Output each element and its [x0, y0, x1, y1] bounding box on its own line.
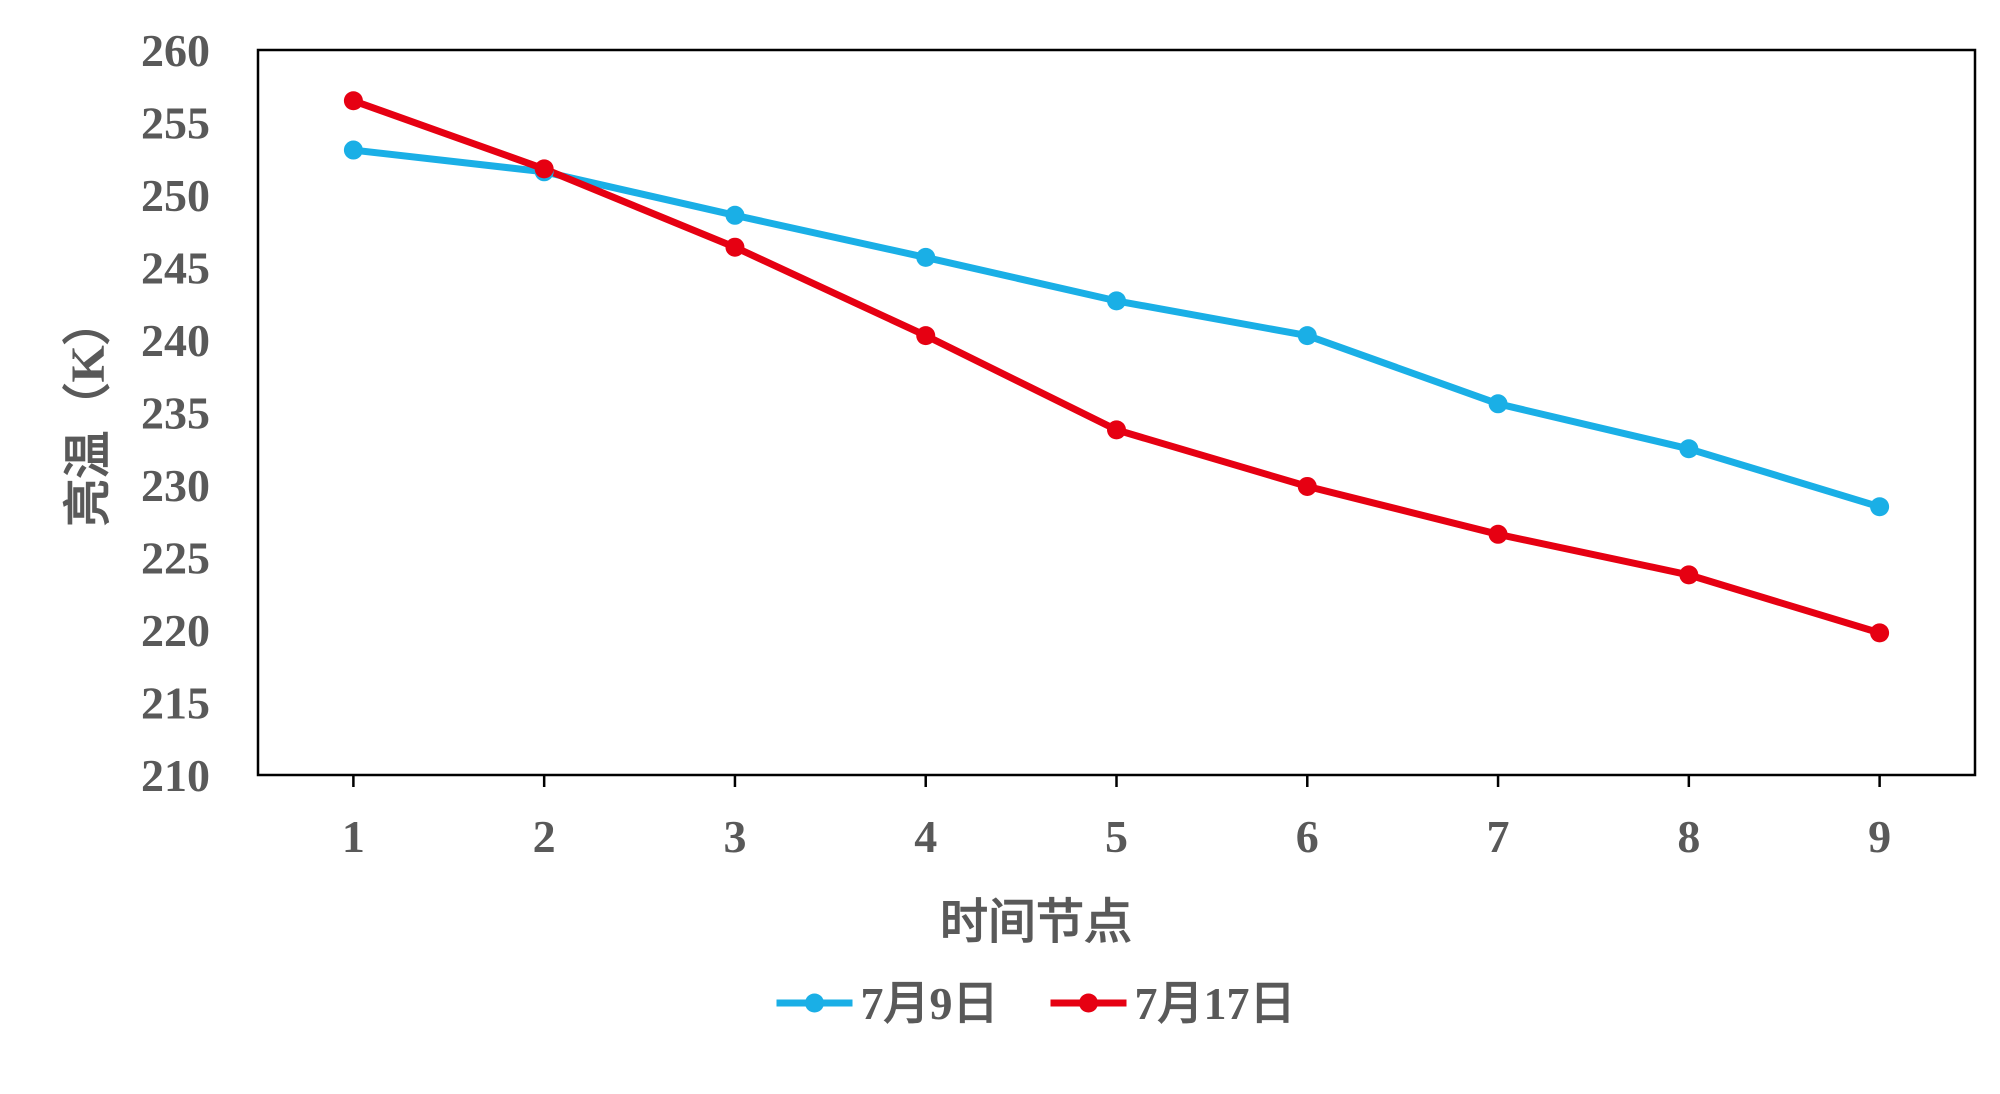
- series-1-point: [1679, 439, 1699, 459]
- legend-label: 7月17日: [1135, 978, 1296, 1029]
- x-tick-label: 4: [914, 811, 937, 862]
- series-2-point: [534, 159, 554, 179]
- series-2-point: [1870, 623, 1890, 643]
- legend-entry-2: 7月17日: [1050, 978, 1296, 1029]
- y-tick-label: 215: [141, 678, 210, 729]
- y-tick-label: 260: [141, 25, 210, 76]
- y-axis-title: 亮温（K）: [62, 297, 115, 526]
- series-1-point: [1297, 326, 1317, 346]
- x-tick-label: 5: [1105, 811, 1128, 862]
- x-axis-tick-labels: 1 2 3 4 5 6 7 8 9: [342, 811, 1891, 862]
- x-tick-label: 2: [533, 811, 556, 862]
- series-2-point: [1297, 476, 1317, 496]
- y-tick-label: 235: [141, 388, 210, 439]
- y-tick-label: 220: [141, 605, 210, 656]
- series-1-point: [1107, 291, 1126, 311]
- series-2-point: [1107, 420, 1126, 440]
- series-points: [343, 91, 1890, 643]
- series-1-point: [916, 247, 936, 267]
- y-tick-label: 250: [141, 170, 210, 221]
- y-tick-label: 245: [141, 243, 210, 294]
- y-tick-label: 230: [141, 460, 210, 511]
- series-2-point: [916, 326, 936, 346]
- x-tick-label: 3: [723, 811, 746, 862]
- x-tick-label: 6: [1296, 811, 1319, 862]
- x-tick-label: 8: [1677, 811, 1700, 862]
- series-1-point: [1870, 497, 1890, 517]
- y-tick-label: 240: [141, 315, 210, 366]
- y-axis-tick-labels: 210 215 220 225 230 235 240 245 250 255 260: [141, 25, 210, 801]
- y-tick-label: 255: [141, 98, 210, 149]
- series-2-point: [1488, 524, 1508, 544]
- legend-label: 7月9日: [861, 978, 999, 1029]
- series-1-point: [1488, 394, 1508, 414]
- legend-marker: [1079, 993, 1098, 1013]
- legend-entry-1: 7月9日: [776, 978, 999, 1029]
- x-axis-title: 时间节点: [940, 896, 1132, 949]
- series-1-point: [343, 140, 363, 160]
- x-axis-ticks: [352, 775, 1881, 787]
- series-1-point: [725, 205, 745, 225]
- x-tick-label: 7: [1487, 811, 1510, 862]
- series-2-point: [343, 91, 363, 111]
- x-tick-label: 1: [342, 811, 365, 862]
- x-tick-label: 9: [1868, 811, 1891, 862]
- legend: 7月9日 7月17日: [776, 978, 1296, 1029]
- series-2-point: [725, 237, 745, 257]
- series-2-point: [1679, 565, 1699, 585]
- y-tick-label: 225: [141, 533, 210, 584]
- y-tick-label: 210: [141, 750, 210, 801]
- legend-marker: [805, 993, 824, 1013]
